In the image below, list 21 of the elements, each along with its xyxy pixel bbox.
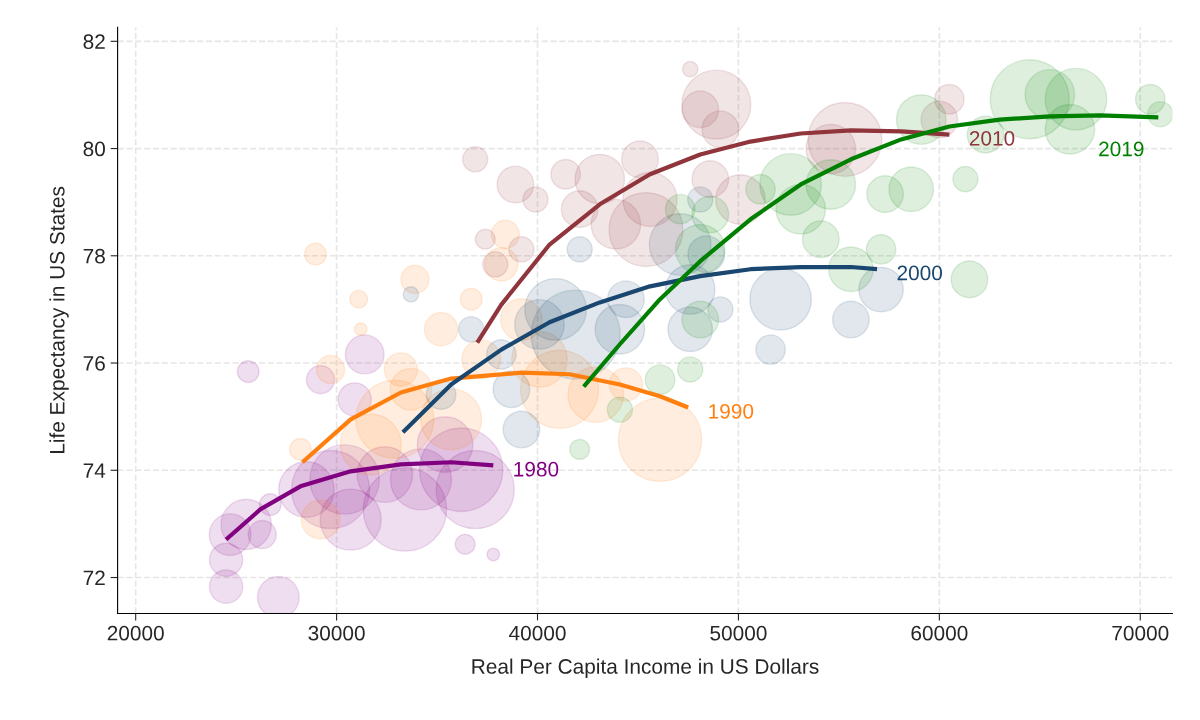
x-tick-label: 70000 xyxy=(1112,625,1169,641)
y-tick-label: 78 xyxy=(83,248,105,264)
x-axis-title: Real Per Capita Income in US Dollars xyxy=(472,658,819,678)
series-label: 1980 xyxy=(514,461,559,477)
series-label: 2019 xyxy=(1099,141,1144,157)
x-tick-label: 40000 xyxy=(509,625,566,641)
series-label: 2010 xyxy=(969,131,1015,146)
x-tick-label: 20000 xyxy=(107,625,164,641)
y-axis-title: Life Expectancy in US States xyxy=(49,186,69,454)
y-tick-label: 72 xyxy=(83,570,105,586)
series-label: 1990 xyxy=(709,403,754,419)
y-tick-label: 76 xyxy=(83,356,105,371)
line-series xyxy=(224,460,496,542)
y-tick-label: 80 xyxy=(83,141,105,157)
y-tick-label: 74 xyxy=(83,463,106,478)
x-tick-label: 60000 xyxy=(911,625,968,641)
line-series xyxy=(400,264,880,435)
x-tick-label: 30000 xyxy=(308,625,365,641)
x-tick-label: 50000 xyxy=(710,625,767,641)
series-label: 2000 xyxy=(897,265,943,281)
y-tick-label: 82 xyxy=(83,34,105,50)
